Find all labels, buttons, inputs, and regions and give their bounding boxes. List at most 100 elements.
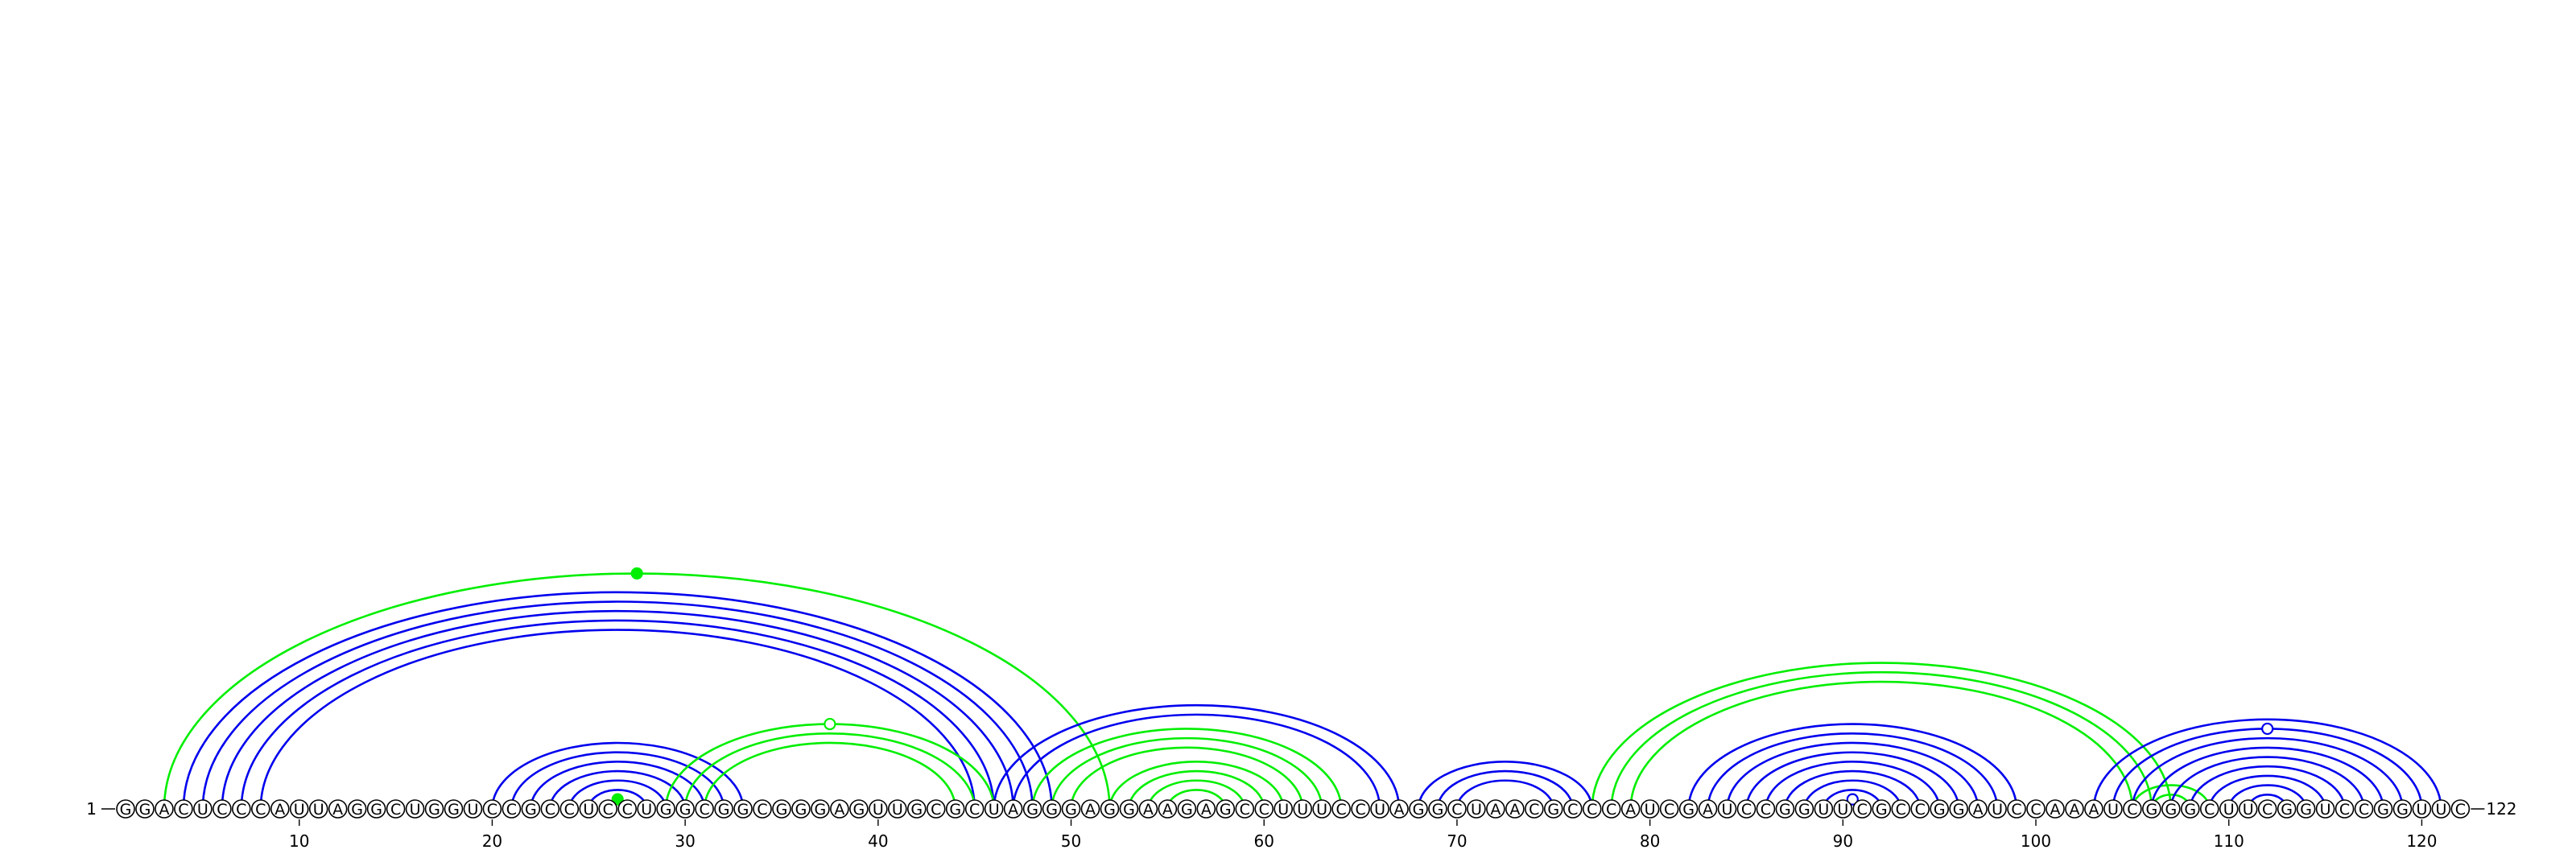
nucleotide-circle [1274, 799, 1293, 819]
nucleotide: C [695, 799, 714, 819]
nucleotide-letter: G [2300, 801, 2312, 819]
nucleotide-circle [2257, 799, 2277, 819]
nucleotide: A [155, 799, 174, 819]
nucleotide-circle [1698, 799, 1718, 819]
nucleotide-letter: G [737, 801, 749, 819]
nucleotide-letter: A [1703, 801, 1713, 819]
nucleotide: U [1833, 799, 1853, 819]
nucleotide: G [1409, 799, 1428, 819]
arc-68-77 [1417, 761, 1594, 810]
nucleotide-circle [405, 799, 425, 819]
nucleotide: U [2431, 799, 2451, 819]
nucleotide: C [926, 799, 946, 819]
arc-30-45 [683, 732, 976, 810]
nucleotide-circle [2180, 799, 2200, 819]
nucleotide: C [2334, 799, 2355, 819]
nucleotide-letter: U [2435, 801, 2446, 819]
arc-7-46 [240, 619, 995, 810]
nucleotide-letter: A [1162, 801, 1173, 819]
nucleotide: C [598, 799, 618, 819]
nucleotide: G [444, 799, 464, 819]
nucleotide: G [2142, 799, 2161, 819]
nucleotide: G [1061, 799, 1081, 819]
nucleotide: G [811, 799, 830, 819]
nucleotide-circle [1949, 799, 1968, 819]
open-marker [2261, 722, 2274, 736]
tick-label: 40 [868, 831, 888, 851]
nucleotide: G [1543, 799, 1563, 819]
tick-label: 30 [675, 831, 695, 851]
nucleotide: G [2180, 799, 2200, 819]
nucleotide-letter: G [1432, 801, 1444, 819]
sequence-end-label: 122 [2486, 799, 2516, 819]
nucleotide-letter: U [2416, 801, 2427, 819]
nucleotide: A [2084, 799, 2103, 819]
nucleotide: G [1119, 799, 1139, 819]
arc-markers [611, 567, 2274, 806]
nucleotide: G [2296, 799, 2316, 819]
nucleotide-letter: C [506, 801, 517, 819]
nucleotide-letter: U [197, 801, 208, 819]
tick-label: 120 [2406, 831, 2437, 851]
nucleotide-letter: C [1896, 801, 1906, 819]
nucleotide-circle [772, 799, 791, 819]
tick-label: 50 [1061, 831, 1081, 851]
nucleotide-circle [1428, 799, 1447, 819]
nucleotide: C [250, 799, 270, 819]
nucleotide: G [791, 799, 811, 819]
nucleotide-letter: A [834, 801, 844, 819]
nucleotide-letter: G [1046, 801, 1058, 819]
nucleotide-letter: G [1104, 801, 1116, 819]
nucleotide-letter: G [2377, 801, 2389, 819]
nucleotide: A [2065, 799, 2084, 819]
nucleotide: C [2257, 799, 2277, 819]
nucleotide: U [2103, 799, 2123, 819]
nucleotide-circle [1678, 799, 1699, 819]
nucleotide-letter: U [1278, 801, 1289, 819]
nucleotide-circle [2046, 799, 2065, 819]
nucleotide-letter: U [1722, 801, 1733, 819]
nucleotide-letter: G [2165, 801, 2177, 819]
nucleotide-circle [1216, 799, 1236, 819]
nucleotide: C [232, 799, 251, 819]
nucleotide-circle [2373, 799, 2393, 819]
nucleotide-circle [849, 799, 869, 819]
tick-label: 10 [289, 831, 309, 851]
nucleotide-letter: A [275, 801, 285, 819]
nucleotide: G [2161, 799, 2181, 819]
nucleotide: C [753, 799, 772, 819]
nucleotide: G [1794, 799, 1814, 819]
nucleotide: G [2277, 799, 2297, 819]
nucleotide-letter: C [545, 801, 555, 819]
nucleotide-circle [1196, 799, 1216, 819]
nucleotide-circle [270, 799, 290, 819]
arc-110-114 [2227, 784, 2307, 810]
nucleotide-letter: A [1973, 801, 1984, 819]
nucleotide-letter: C [1451, 801, 1462, 819]
nucleotide-letter: U [2320, 801, 2331, 819]
filled-marker [630, 567, 643, 580]
nucleotide-letter: G [815, 801, 827, 819]
nucleotide: U [1467, 799, 1486, 819]
arc-79-105 [1629, 680, 2134, 810]
nucleotide-circle [926, 799, 946, 819]
nucleotide-letter: U [467, 801, 478, 819]
nucleotide-circle [2084, 799, 2103, 819]
nucleotide-letter: C [2262, 801, 2273, 819]
nucleotide: C [2354, 799, 2374, 819]
tick-label: 20 [482, 831, 502, 851]
nucleotide-circle [1351, 799, 1370, 819]
nucleotide: U [289, 799, 309, 819]
arc-4-49 [182, 591, 1053, 810]
nucleotide-letter: C [564, 801, 575, 819]
nucleotide: C [617, 799, 638, 819]
arc-47-66 [1012, 713, 1381, 810]
arc-69-76 [1436, 769, 1575, 810]
nucleotide-circle [1601, 799, 1621, 819]
nucleotide-circle [1061, 799, 1081, 819]
nucleotide-circle [1525, 799, 1544, 819]
nucleotide: U [308, 799, 328, 819]
nucleotide-circle [1930, 799, 1949, 819]
nucleotide: G [424, 799, 444, 819]
